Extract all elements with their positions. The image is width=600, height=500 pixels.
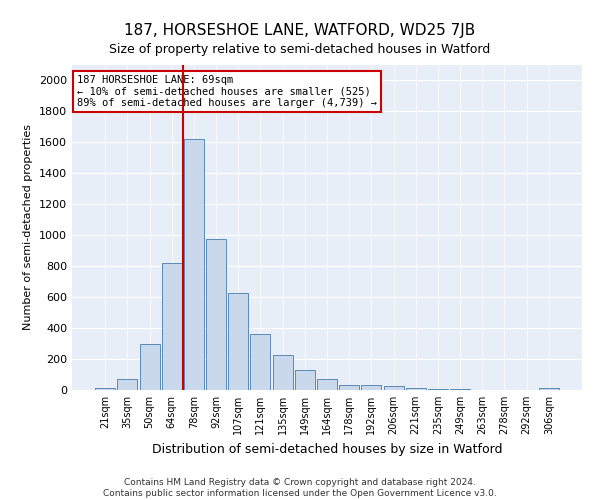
Text: 187 HORSESHOE LANE: 69sqm
← 10% of semi-detached houses are smaller (525)
89% of: 187 HORSESHOE LANE: 69sqm ← 10% of semi-… — [77, 74, 377, 108]
Bar — [317, 379, 337, 390]
Bar — [162, 263, 182, 390]
Bar — [140, 344, 160, 390]
Bar — [339, 384, 359, 390]
Bar — [361, 386, 382, 390]
Bar — [428, 389, 448, 390]
Bar — [295, 370, 315, 390]
Text: 187, HORSESHOE LANE, WATFORD, WD25 7JB: 187, HORSESHOE LANE, WATFORD, WD25 7JB — [124, 22, 476, 38]
Bar — [184, 140, 204, 390]
X-axis label: Distribution of semi-detached houses by size in Watford: Distribution of semi-detached houses by … — [152, 442, 502, 456]
Bar — [206, 239, 226, 390]
Bar — [250, 334, 271, 390]
Bar — [228, 292, 248, 390]
Text: Contains HM Land Registry data © Crown copyright and database right 2024.
Contai: Contains HM Land Registry data © Crown c… — [103, 478, 497, 498]
Text: Size of property relative to semi-detached houses in Watford: Size of property relative to semi-detach… — [109, 42, 491, 56]
Bar — [118, 379, 137, 390]
Bar — [406, 388, 426, 390]
Bar — [95, 388, 115, 390]
Bar — [450, 389, 470, 390]
Y-axis label: Number of semi-detached properties: Number of semi-detached properties — [23, 124, 34, 330]
Bar — [272, 355, 293, 390]
Bar — [383, 386, 404, 390]
Bar — [539, 388, 559, 390]
